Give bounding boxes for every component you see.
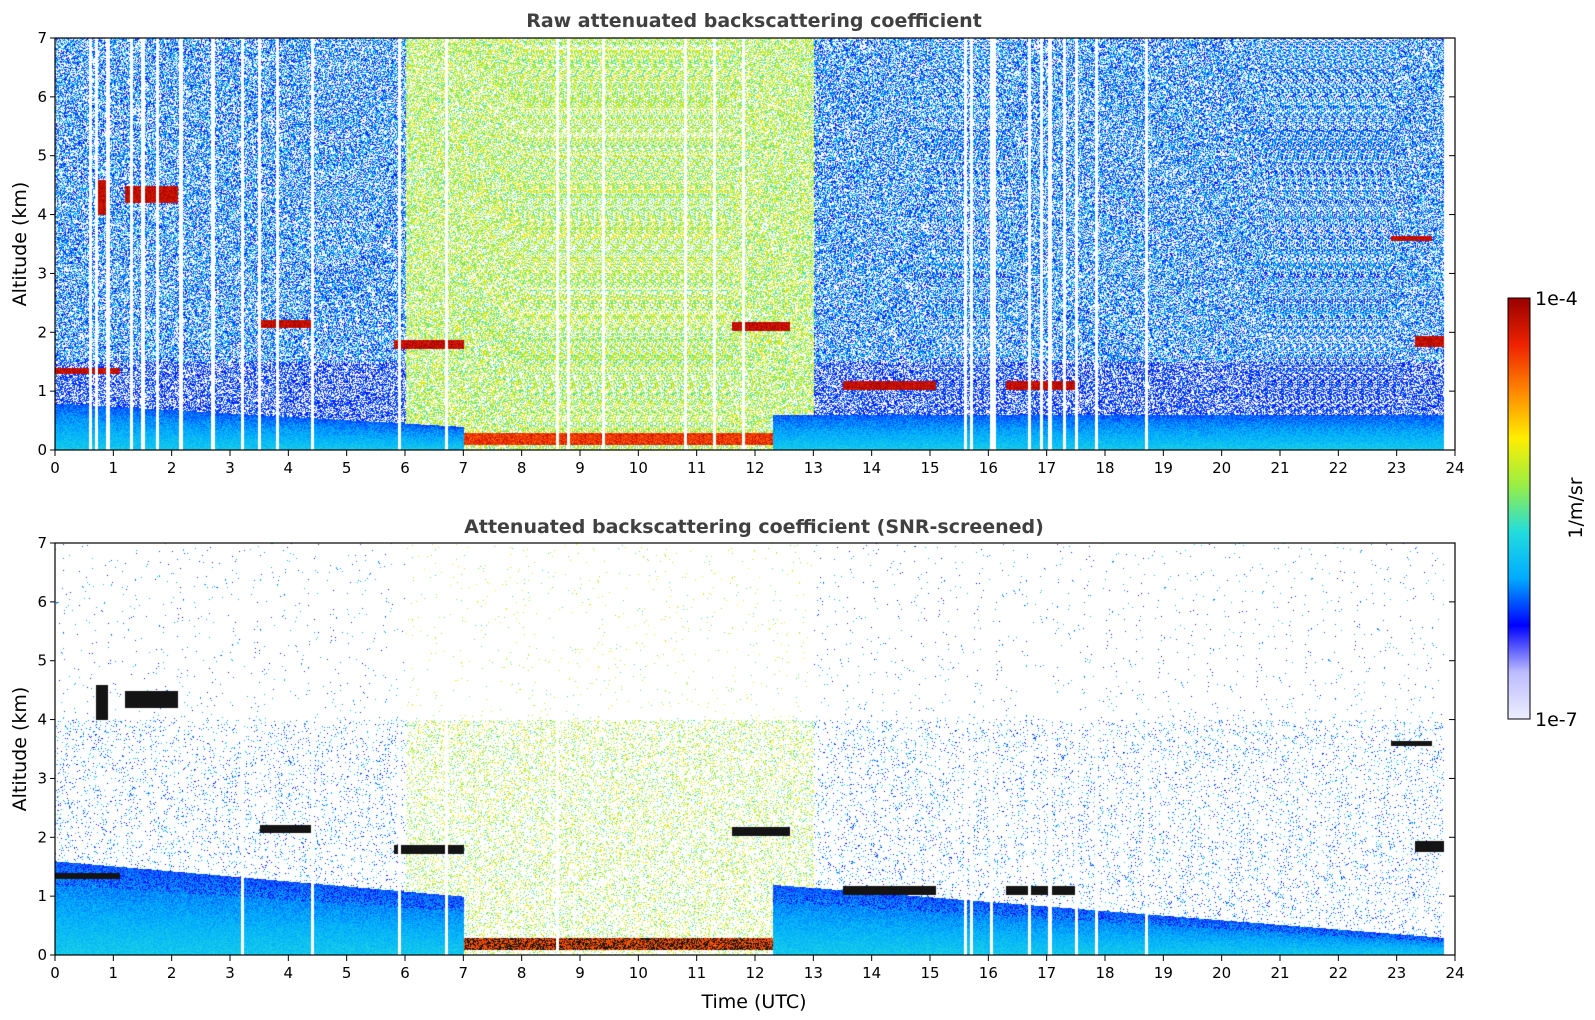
x-tick-label: 0 [50, 964, 60, 982]
x-tick-label: 10 [629, 459, 648, 477]
x-tick-label: 4 [284, 964, 294, 982]
x-tick-label: 0 [50, 459, 60, 477]
raw-y-ticks: 0 1 2 3 4 5 6 7 [37, 29, 1455, 459]
x-tick-label: 16 [979, 964, 998, 982]
x-tick-label: 22 [1329, 459, 1348, 477]
y-tick-label: 6 [37, 88, 47, 106]
y-tick-label: 5 [37, 652, 47, 670]
y-tick-label: 3 [37, 769, 47, 787]
y-tick-label: 4 [37, 711, 47, 729]
x-tick-label: 15 [920, 964, 939, 982]
snr-y-ticks: 0 1 2 3 4 5 6 7 [37, 534, 1455, 964]
raw-x-ticks: 0 1 2 3 4 5 6 7 8 9 10 11 12 13 14 15 16 17 18 19 20 21 22 23 24 [50, 450, 1465, 477]
x-tick-label: 8 [517, 459, 527, 477]
y-tick-label: 1 [37, 382, 47, 400]
x-tick-label: 3 [225, 964, 235, 982]
x-tick-label: 24 [1445, 964, 1464, 982]
x-tick-label: 12 [745, 964, 764, 982]
x-tick-label: 17 [1037, 459, 1056, 477]
x-tick-label: 22 [1329, 964, 1348, 982]
x-tick-label: 7 [459, 964, 469, 982]
x-tick-label: 8 [517, 964, 527, 982]
x-tick-label: 14 [862, 964, 881, 982]
y-tick-label: 1 [37, 887, 47, 905]
snr-panel-title: Attenuated backscattering coefficient (S… [464, 516, 1044, 538]
y-tick-label: 0 [37, 946, 47, 964]
x-tick-label: 13 [804, 964, 823, 982]
x-tick-label: 20 [1212, 964, 1231, 982]
colorbar-max-label: 1e-4 [1535, 288, 1578, 310]
x-tick-label: 13 [804, 459, 823, 477]
x-tick-label: 11 [687, 964, 706, 982]
y-tick-label: 7 [37, 534, 47, 552]
y-tick-label: 4 [37, 206, 47, 224]
x-tick-label: 12 [745, 459, 764, 477]
y-tick-label: 3 [37, 264, 47, 282]
y-tick-label: 2 [37, 828, 47, 846]
x-tick-label: 7 [459, 459, 469, 477]
x-tick-label: 1 [109, 459, 119, 477]
snr-x-ticks: 0 1 2 3 4 5 6 7 8 9 10 11 12 13 14 15 16 17 18 19 20 21 22 23 24 [50, 955, 1465, 982]
raw-backscatter-heatmap [55, 38, 1455, 450]
x-tick-label: 23 [1387, 964, 1406, 982]
x-tick-label: 6 [400, 964, 410, 982]
x-tick-label: 5 [342, 459, 352, 477]
snr-screened-panel: Attenuated backscattering coefficient (S… [9, 516, 1465, 1013]
x-tick-label: 18 [1095, 459, 1114, 477]
colorbar: 1e-4 1e-7 1/m/sr [1507, 288, 1587, 731]
x-tick-label: 17 [1037, 964, 1056, 982]
x-tick-label: 19 [1154, 964, 1173, 982]
raw-panel-title: Raw attenuated backscattering coefficien… [526, 10, 982, 32]
x-tick-label: 21 [1270, 459, 1289, 477]
colorbar-gradient [1507, 297, 1531, 720]
x-tick-label: 2 [167, 964, 177, 982]
x-tick-label: 9 [575, 964, 585, 982]
x-tick-label: 16 [979, 459, 998, 477]
x-tick-label: 15 [920, 459, 939, 477]
x-tick-label: 6 [400, 459, 410, 477]
x-tick-label: 3 [225, 459, 235, 477]
colorbar-min-label: 1e-7 [1535, 709, 1578, 731]
y-tick-label: 7 [37, 29, 47, 47]
colorbar-unit-label: 1/m/sr [1565, 477, 1587, 538]
x-tick-label: 9 [575, 459, 585, 477]
x-tick-label: 11 [687, 459, 706, 477]
x-tick-label: 5 [342, 964, 352, 982]
x-tick-label: 18 [1095, 964, 1114, 982]
y-tick-label: 0 [37, 441, 47, 459]
x-tick-label: 21 [1270, 964, 1289, 982]
raw-backscatter-panel: Raw attenuated backscattering coefficien… [9, 10, 1465, 477]
raw-y-axis-label: Altitude (km) [9, 182, 31, 307]
x-tick-label: 10 [629, 964, 648, 982]
x-axis-label: Time (UTC) [700, 991, 806, 1013]
x-tick-label: 20 [1212, 459, 1231, 477]
x-tick-label: 19 [1154, 459, 1173, 477]
x-tick-label: 14 [862, 459, 881, 477]
x-tick-label: 24 [1445, 459, 1464, 477]
x-tick-label: 1 [109, 964, 119, 982]
snr-y-axis-label: Altitude (km) [9, 687, 31, 812]
x-tick-label: 2 [167, 459, 177, 477]
snr-backscatter-heatmap [55, 543, 1455, 955]
y-tick-label: 5 [37, 147, 47, 165]
y-tick-label: 2 [37, 323, 47, 341]
y-tick-label: 6 [37, 593, 47, 611]
x-tick-label: 23 [1387, 459, 1406, 477]
x-tick-label: 4 [284, 459, 294, 477]
